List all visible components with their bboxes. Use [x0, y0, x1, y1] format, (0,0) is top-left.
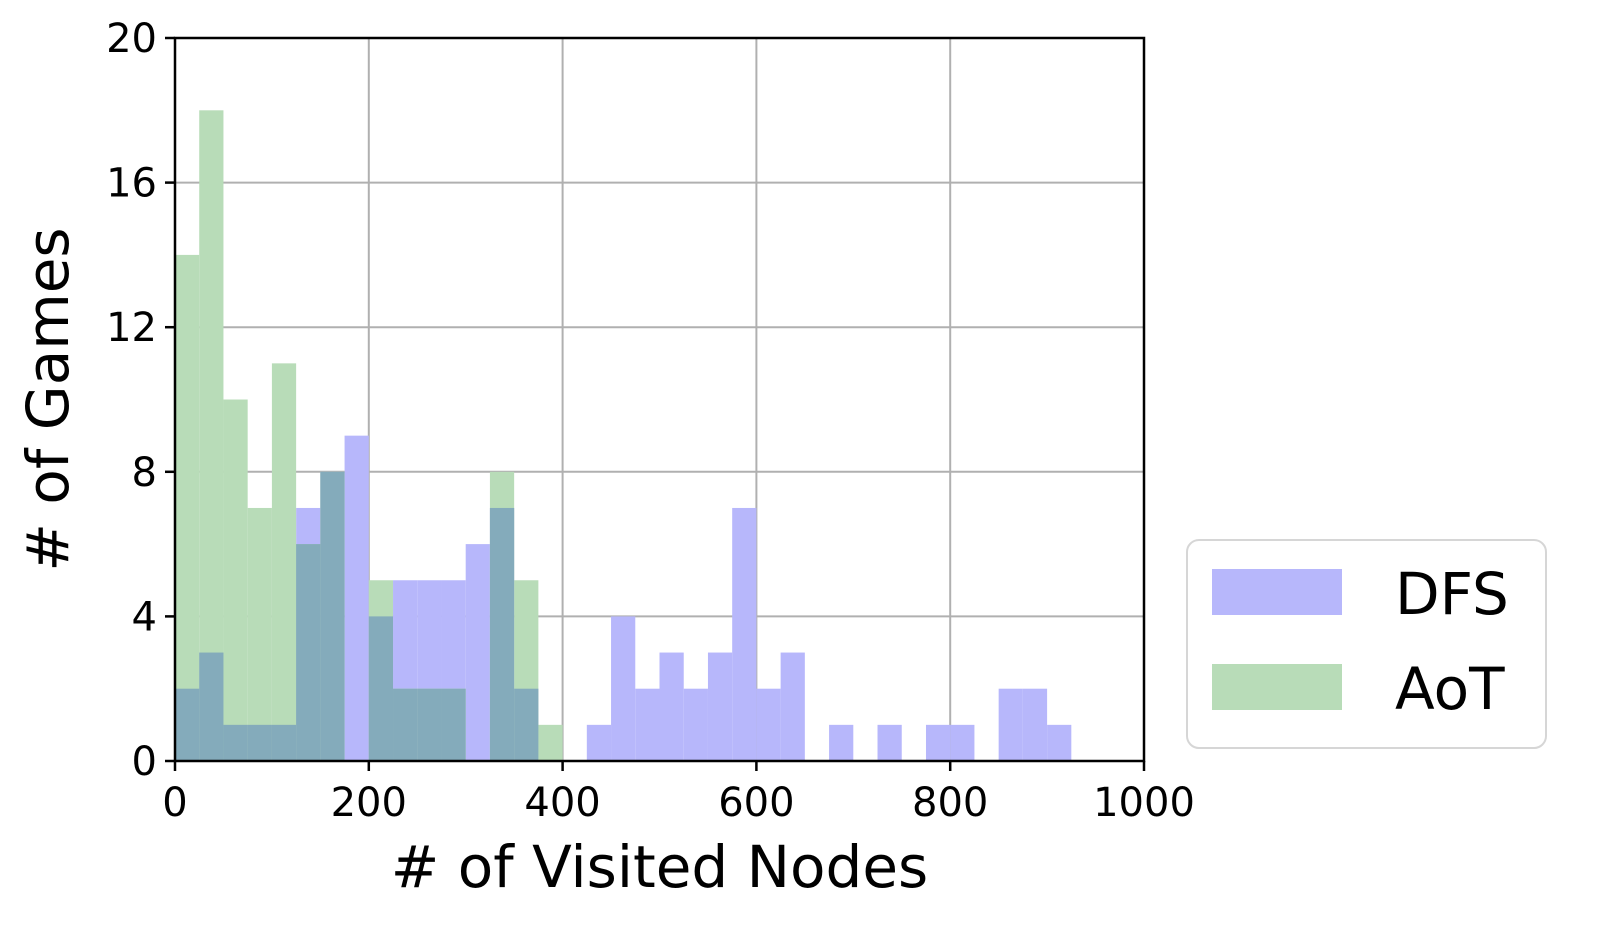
- x-tick-label: 600: [718, 780, 794, 826]
- aot-bar: [223, 399, 248, 761]
- aot-bar: [175, 254, 200, 761]
- y-axis-label: # of Games: [14, 227, 82, 571]
- dfs-bar: [707, 652, 733, 761]
- overlap-bar: [441, 688, 466, 761]
- overlap-bar: [368, 616, 394, 761]
- overlap-bar: [223, 724, 248, 761]
- y-tick-label: 12: [106, 305, 157, 351]
- overlap-bar: [271, 724, 297, 761]
- x-tick-label: 400: [524, 780, 600, 826]
- y-tick-label: 8: [132, 450, 157, 496]
- y-tick-label: 16: [106, 161, 157, 207]
- x-axis-label: # of Visited Nodes: [391, 833, 929, 901]
- dfs-bar: [756, 688, 781, 761]
- dfs-bar: [950, 724, 975, 761]
- overlap-bar: [247, 724, 272, 761]
- overlap-bar: [199, 652, 224, 761]
- axis-ticks: 0 200 400 600 800 1000 0 4 8 12 16 20: [106, 16, 1195, 826]
- x-tick-label: 200: [331, 780, 407, 826]
- y-tick-label: 0: [132, 739, 157, 785]
- overlap-bar: [296, 544, 321, 761]
- overlap-bar: [514, 688, 539, 761]
- dfs-bar: [829, 724, 854, 761]
- overlap-bar: [489, 507, 515, 761]
- aot-bar: [271, 363, 297, 761]
- legend-label-dfs: DFS: [1395, 560, 1509, 628]
- legend-swatch-aot: [1212, 664, 1342, 710]
- legend-swatch-dfs: [1212, 569, 1342, 615]
- x-tick-label: 1000: [1093, 780, 1195, 826]
- aot-bar: [247, 507, 272, 761]
- x-tick-label: 0: [162, 780, 187, 826]
- aot-bar: [538, 724, 563, 761]
- y-tick-label: 4: [132, 594, 157, 640]
- dfs-bar: [877, 724, 902, 761]
- dfs-bar: [344, 435, 369, 761]
- dfs-bar: [998, 688, 1023, 761]
- plot-frame: [173, 36, 1146, 763]
- dfs-bar: [659, 652, 684, 761]
- overlap-bar: [320, 471, 345, 761]
- y-tick-label: 20: [106, 16, 157, 62]
- dfs-bar: [925, 724, 951, 761]
- legend-label-aot: AoT: [1395, 655, 1505, 723]
- dfs-bar: [732, 507, 757, 761]
- overlap-bar: [417, 688, 442, 761]
- dfs-bar: [586, 724, 612, 761]
- legend: DFS AoT: [1186, 539, 1547, 749]
- dfs-bar: [611, 616, 636, 761]
- dfs-bar: [465, 544, 490, 761]
- dfs-bar: [1022, 688, 1048, 761]
- dfs-bar: [780, 652, 805, 761]
- dfs-bar: [683, 688, 708, 761]
- dfs-bar: [635, 688, 660, 761]
- overlap-bar: [175, 688, 200, 761]
- overlap-bars: [175, 471, 539, 761]
- dfs-bar: [1047, 724, 1072, 761]
- x-tick-label: 800: [912, 780, 988, 826]
- overlap-bar: [393, 688, 418, 761]
